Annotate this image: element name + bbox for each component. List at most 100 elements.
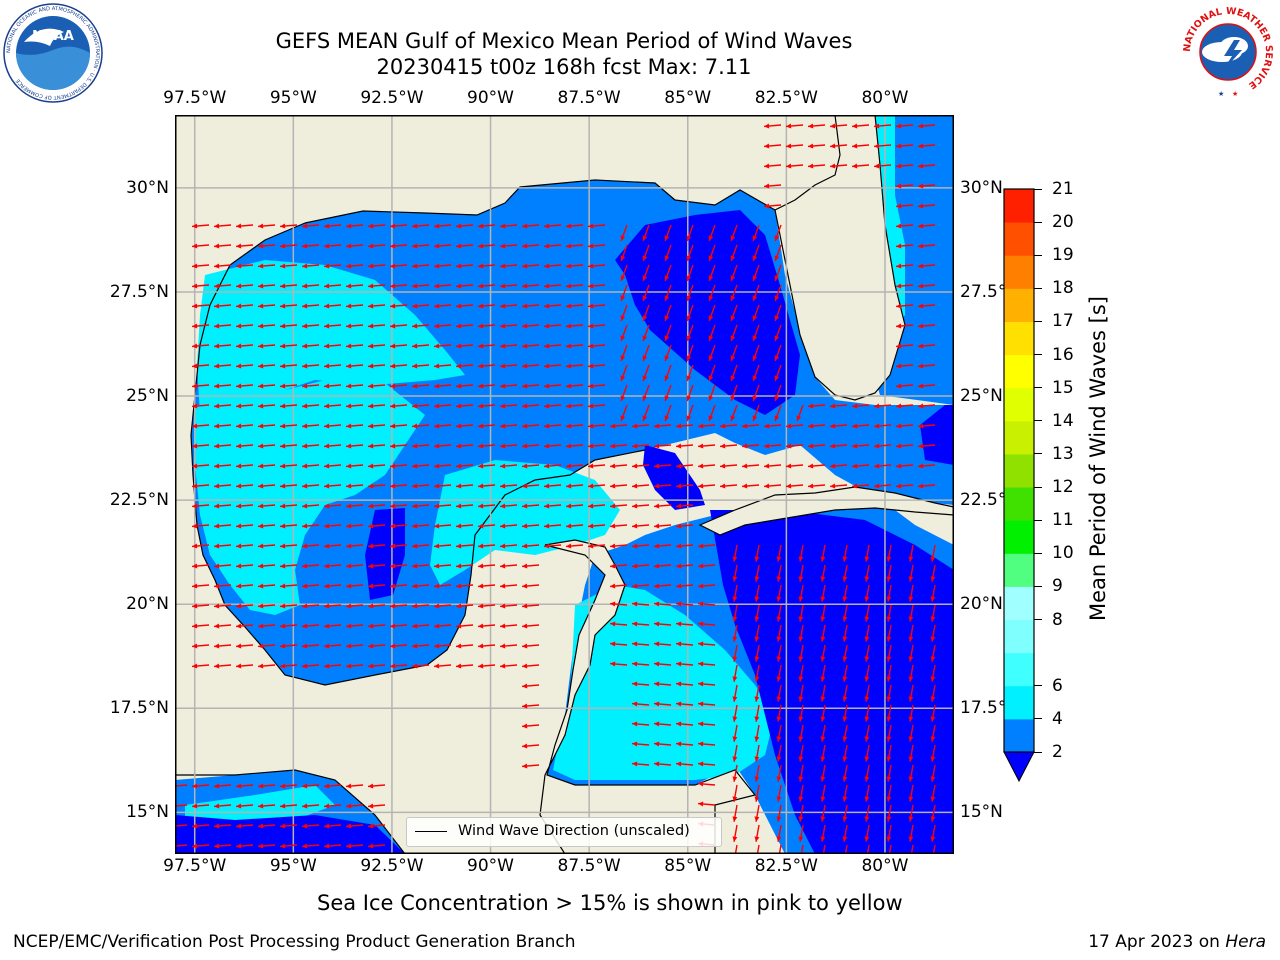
wind-wave-arrowhead xyxy=(864,776,870,782)
wind-wave-arrowhead xyxy=(908,636,914,642)
wind-wave-arrowhead xyxy=(886,796,892,802)
wind-wave-arrowhead xyxy=(786,143,792,149)
wind-wave-arrowhead xyxy=(896,443,902,449)
colorbar-tick-mark xyxy=(1034,320,1042,322)
wind-wave-arrowhead xyxy=(610,443,616,449)
wind-wave-arrowhead xyxy=(642,355,648,361)
wind-wave-arrowhead xyxy=(908,676,914,682)
colorbar-tick-mark xyxy=(1034,287,1042,289)
wind-wave-arrowhead xyxy=(456,323,462,329)
wind-wave-arrowhead xyxy=(302,523,308,529)
wind-wave-arrowhead xyxy=(500,463,506,469)
wind-wave-arrowhead xyxy=(654,583,660,589)
wind-wave-arrowhead xyxy=(346,783,352,789)
wind-wave-arrowhead xyxy=(280,823,286,829)
wind-wave-arrowhead xyxy=(346,443,352,449)
wind-wave-arrowhead xyxy=(786,423,792,429)
wind-wave-arrowhead xyxy=(632,523,638,529)
wind-wave-arrowhead xyxy=(642,375,648,381)
wind-wave-arrowhead xyxy=(808,403,814,409)
wind-wave-arrowhead xyxy=(368,823,374,829)
wind-wave-arrowhead xyxy=(610,483,616,489)
wind-wave-arrowhead xyxy=(434,343,440,349)
wind-wave-arrowhead xyxy=(258,283,264,289)
wind-wave-arrowhead xyxy=(930,676,936,682)
wind-wave-arrowhead xyxy=(500,343,506,349)
wind-wave-arrowhead xyxy=(412,283,418,289)
wind-wave-arrowhead xyxy=(632,641,638,647)
wind-wave-arrowhead xyxy=(686,395,692,401)
wind-wave-arrowhead xyxy=(896,123,902,129)
wind-wave-arrowhead xyxy=(754,776,760,782)
wind-wave-arrowhead xyxy=(302,803,308,809)
wind-wave-arrowhead xyxy=(930,736,936,742)
wind-wave-arrowhead xyxy=(302,663,308,669)
wind-wave-arrowhead xyxy=(798,756,804,762)
wind-wave-arrowhead xyxy=(664,295,670,301)
wind-wave-arrowhead xyxy=(368,663,374,669)
colorbar-tick-mark xyxy=(1034,387,1042,389)
wind-wave-arrowhead xyxy=(214,383,220,389)
wind-wave-arrowhead xyxy=(390,283,396,289)
wind-wave-arrowhead xyxy=(434,463,440,469)
colorbar-tick-mark xyxy=(1034,685,1042,687)
wind-wave-arrowhead xyxy=(192,443,198,449)
wind-wave-arrowhead xyxy=(368,503,374,509)
wind-wave-arrowhead xyxy=(720,463,726,469)
lon-tick-top: 85°W xyxy=(664,88,712,108)
wind-wave-arrowhead xyxy=(754,736,760,742)
wind-wave-arrowhead xyxy=(896,243,902,249)
wind-wave-arrowhead xyxy=(642,315,648,321)
colorbar-tick-mark xyxy=(1034,188,1042,190)
wind-wave-arrowhead xyxy=(886,756,892,762)
wind-wave-arrowhead xyxy=(754,676,760,682)
wind-wave-arrowhead xyxy=(390,443,396,449)
wind-wave-arrowhead xyxy=(434,243,440,249)
wind-wave-arrowhead xyxy=(864,736,870,742)
wind-wave-arrowhead xyxy=(798,716,804,722)
wind-wave-arrowhead xyxy=(664,335,670,341)
wind-wave-arrowhead xyxy=(258,243,264,249)
wind-wave-arrowhead xyxy=(478,663,484,669)
wind-wave-arrowhead xyxy=(544,503,550,509)
colorbar-segment xyxy=(1004,685,1034,720)
lat-tick-right: 15°N xyxy=(960,802,1003,823)
wind-wave-arrow xyxy=(175,824,188,827)
wind-wave-arrowhead xyxy=(324,383,330,389)
wind-wave-arrowhead xyxy=(236,783,242,789)
wind-wave-arrowhead xyxy=(280,383,286,389)
wind-wave-arrowhead xyxy=(324,783,330,789)
colorbar-tick-mark xyxy=(1034,519,1042,521)
wind-wave-arrowhead xyxy=(686,275,692,281)
wind-wave-arrowhead xyxy=(808,163,814,169)
wind-wave-arrowhead xyxy=(214,243,220,249)
wind-wave-arrowhead xyxy=(434,283,440,289)
wind-wave-arrowhead xyxy=(280,803,286,809)
wind-wave-arrowhead xyxy=(522,523,528,529)
wind-wave-arrowhead xyxy=(214,443,220,449)
wind-wave-arrowhead xyxy=(346,403,352,409)
wind-wave-arrowhead xyxy=(676,661,682,667)
wind-wave-arrowhead xyxy=(676,423,682,429)
lon-tick-top: 82.5°W xyxy=(754,88,818,108)
wind-wave-arrowhead xyxy=(390,343,396,349)
wind-wave-arrowhead xyxy=(708,275,714,281)
wind-wave-arrowhead xyxy=(346,503,352,509)
wind-wave-arrowhead xyxy=(864,676,870,682)
wind-wave-arrowhead xyxy=(236,423,242,429)
wind-wave-arrowhead xyxy=(478,243,484,249)
wind-wave-arrowhead xyxy=(874,123,880,129)
wind-wave-arrowhead xyxy=(192,643,198,649)
wind-wave-arrowhead xyxy=(236,483,242,489)
wind-wave-arrowhead xyxy=(730,295,736,301)
wind-wave-arrowhead xyxy=(808,143,814,149)
wind-wave-arrowhead xyxy=(324,263,330,269)
wind-wave-arrowhead xyxy=(500,383,506,389)
wind-wave-arrowhead xyxy=(820,676,826,682)
wind-wave-arrowhead xyxy=(390,323,396,329)
wind-wave-arrowhead xyxy=(830,123,836,129)
wind-wave-arrowhead xyxy=(732,656,738,662)
noaa-logo-icon: NOAA NATIONAL OCEANIC AND ATMOSPHERIC AD… xyxy=(3,3,103,103)
wind-wave-arrowhead xyxy=(620,275,626,281)
colorbar-tick-label: 15 xyxy=(1052,377,1074,398)
